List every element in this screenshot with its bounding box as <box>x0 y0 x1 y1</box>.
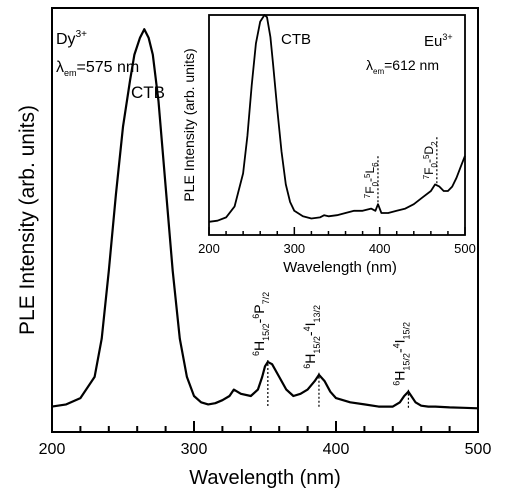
inset-x-ticks <box>208 227 466 235</box>
main-excitation-label: λem=575 nm <box>56 59 139 78</box>
inset-series-line <box>208 14 466 223</box>
transition-annotation: 7F0-5D2 <box>422 137 439 184</box>
inset-excitation-label: λem=612 nm <box>366 57 439 76</box>
inset-transition-annotations: 7F0-5L6 7F0-5D2 <box>363 137 439 203</box>
transition-label: 6H15/2-4I13/2 <box>302 305 322 369</box>
main-y-axis-label: PLE Intensity (arb. units) <box>16 105 39 335</box>
x-tick-label: 500 <box>454 241 476 256</box>
x-tick-label: 300 <box>283 241 305 256</box>
inset-ion-label: Eu3+ <box>424 32 453 50</box>
transition-label: 6H15/2-4I15/2 <box>391 322 411 386</box>
main-x-tick-labels: 200 300 400 500 <box>39 441 492 458</box>
x-tick-label: 500 <box>465 441 492 458</box>
main-series-line <box>51 28 479 410</box>
x-tick-label: 400 <box>369 241 391 256</box>
transition-annotation: 6H15/2-6P7/2 <box>251 292 271 408</box>
x-tick-label: 400 <box>323 441 350 458</box>
main-transition-annotations: 6H15/2-6P7/2 6H15/2-4I13/2 6H15/2-4I15/2 <box>251 292 411 408</box>
inset-peak-label: CTB <box>281 31 311 48</box>
transition-annotation: 7F0-5L6 <box>363 156 380 203</box>
x-tick-label: 200 <box>198 241 220 256</box>
inset-x-tick-labels: 200 300 400 500 <box>198 241 476 256</box>
x-tick-label: 300 <box>181 441 208 458</box>
x-tick-label: 200 <box>39 441 66 458</box>
main-ion-label: Dy3+ <box>56 29 87 48</box>
inset-y-axis-label: PLE Intensity (arb. units) <box>181 48 197 201</box>
transition-label: 7F0-5D2 <box>422 141 439 179</box>
transition-label: 6H15/2-6P7/2 <box>251 292 271 356</box>
inset-x-axis-label: Wavelength (nm) <box>283 259 397 276</box>
inset-panel: 200 300 400 500 7F0-5L6 7F0-5D2 CTB Eu3+ λem… <box>181 14 476 276</box>
main-x-axis-label: Wavelength (nm) <box>189 467 341 489</box>
main-plot-frame <box>51 7 479 433</box>
main-x-ticks <box>51 421 479 432</box>
main-panel: 200 300 400 500 6H15/2-6P7/26H15/2-4I13/26H… <box>16 7 492 489</box>
main-peak-label: CTB <box>131 83 165 102</box>
transition-label: 7F0-5L6 <box>363 162 380 198</box>
transition-annotation: 6H15/2-4I13/2 <box>302 305 322 408</box>
transition-annotation: 6H15/2-4I15/2 <box>391 322 411 408</box>
